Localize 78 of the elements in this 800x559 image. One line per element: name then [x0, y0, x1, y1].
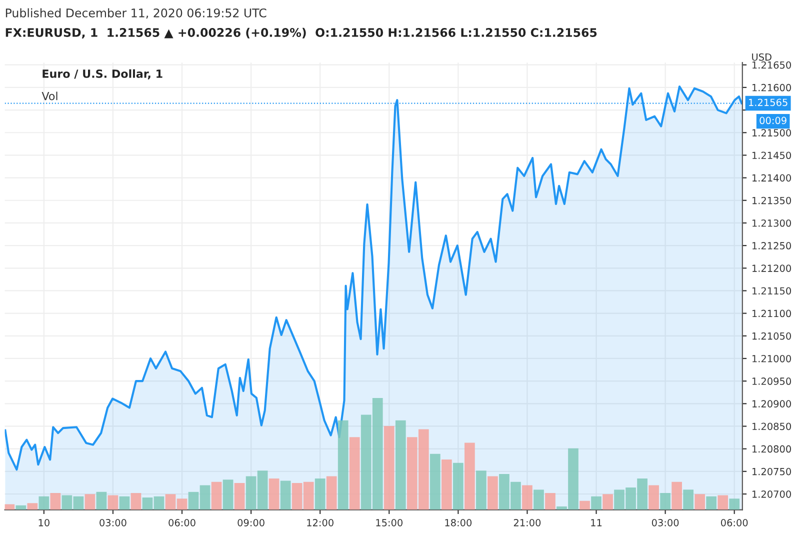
y-tick-label: 1.21300: [752, 219, 791, 227]
y-tick-label: 1.21400: [752, 174, 791, 182]
bar: [268, 478, 280, 510]
bar: [683, 490, 694, 510]
y-tick-label: 1.21650: [752, 61, 791, 69]
bar: [338, 420, 348, 510]
y-tick-label: 1.20750: [752, 468, 791, 476]
bar: [453, 462, 464, 510]
y-tick-label: 1.21000: [752, 354, 791, 362]
bar: [96, 492, 107, 510]
chart-title: FX:EURUSD, 1 1.21565 ▲ +0.00226 (+0.19%) O:1.21550 H:1.21566 L:1.21550 C:1.21565: [6, 28, 597, 38]
x-tick-label: 18:00: [445, 519, 472, 526]
y-tick-label: 1.20900: [752, 400, 791, 408]
ref-line-label: 1.21565: [749, 98, 788, 106]
bar: [718, 495, 728, 510]
x-tick-label: 21:00: [514, 519, 541, 526]
bar: [16, 505, 26, 510]
y-tick-label: 1.20850: [752, 422, 791, 430]
y-tick-label: 1.21200: [752, 264, 791, 272]
bar: [706, 496, 717, 510]
bar: [694, 494, 705, 510]
text: Euro / U.S. Dollar, 1: [42, 69, 162, 80]
bar: [430, 454, 440, 510]
y-axis-title: USD: [752, 53, 772, 61]
bar: [38, 496, 50, 510]
bar: [672, 482, 682, 510]
y-tick-label: 1.21450: [752, 152, 791, 160]
text: Published December 11, 2020 06:19:52 UTC: [6, 8, 266, 19]
bar: [234, 482, 245, 510]
x-tick-label: 11: [591, 519, 602, 526]
bar: [580, 500, 590, 510]
text: 00:09: [760, 116, 786, 124]
bar: [660, 493, 670, 510]
bar: [326, 476, 337, 510]
bar: [50, 493, 61, 510]
bar: [729, 498, 740, 510]
y-tick-label: 1.20950: [752, 378, 791, 385]
y-tick-label: 1.21100: [752, 310, 791, 318]
y-tick-label: 1.21050: [752, 332, 791, 340]
y-tick-label: 1.21600: [752, 84, 791, 92]
y-tick-label: 1.21350: [752, 196, 791, 204]
bar: [534, 490, 544, 510]
bar: [280, 480, 291, 510]
bar: [648, 485, 659, 510]
y-tick-label: 1.21500: [752, 129, 791, 136]
bar: [384, 426, 394, 510]
bar: [27, 503, 38, 510]
x-tick-label: 15:00: [376, 519, 402, 526]
bar: [130, 493, 142, 510]
bar: [488, 476, 498, 510]
bar: [119, 496, 130, 510]
bar: [395, 420, 406, 510]
x-tick-label: 03:00: [100, 519, 126, 526]
bar: [84, 494, 96, 510]
bar: [476, 470, 486, 510]
bar: [4, 504, 15, 510]
x-tick-label: 06:00: [720, 519, 748, 526]
bar: [314, 478, 326, 510]
bar: [211, 482, 222, 510]
y-tick-label: 1.20800: [752, 445, 791, 453]
x-tick-label: 10: [38, 519, 50, 526]
bar: [522, 485, 532, 510]
bar: [349, 437, 360, 510]
y-tick-label: 1.21150: [752, 287, 791, 295]
chart-title: Vol: [42, 92, 58, 100]
x-tick-label: 12:00: [307, 519, 334, 526]
bar: [464, 442, 475, 510]
bar: [441, 460, 452, 510]
bar: [545, 493, 556, 510]
x-tick-label: 06:00: [168, 519, 196, 526]
x-tick-label: 03:00: [652, 519, 679, 526]
bar: [222, 480, 234, 510]
y-tick-label: 1.20700: [752, 490, 791, 498]
bar: [108, 495, 118, 510]
x-tick-label: 09:00: [238, 519, 264, 526]
bar: [602, 494, 613, 510]
y-tick-label: 1.21250: [752, 242, 791, 250]
bar: [591, 496, 602, 510]
